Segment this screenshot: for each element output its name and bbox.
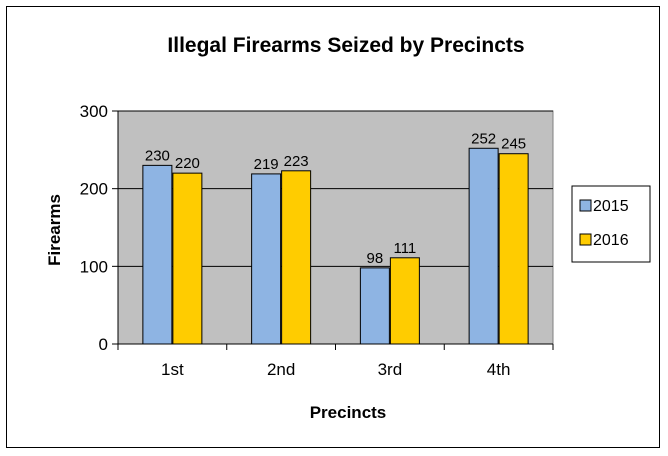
bar-2016-4th (498, 153, 529, 345)
bars (142, 147, 529, 345)
data-label: 252 (471, 130, 496, 147)
x-axis-title: Precincts (310, 403, 387, 422)
y-tick-label: 300 (80, 102, 108, 121)
legend-label-2015: 2015 (593, 198, 629, 215)
data-label: 220 (175, 155, 200, 172)
legend-label-2016: 2016 (593, 232, 629, 249)
y-tick-label: 100 (80, 257, 108, 276)
data-label: 245 (501, 136, 526, 153)
x-tick-label: 2nd (267, 360, 295, 379)
x-tick-label: 3rd (378, 360, 403, 379)
bar-2016-2nd (281, 170, 312, 345)
data-labels: 230 220 219 223 98 111 252 245 (145, 130, 526, 267)
data-label: 230 (145, 147, 170, 164)
x-tick-label: 4th (487, 360, 511, 379)
legend: 2015 2016 (571, 185, 651, 263)
bar-2015-2nd (251, 173, 282, 345)
data-label: 219 (254, 156, 279, 173)
legend-swatch-2015 (579, 199, 592, 212)
bar-2015-1st (142, 164, 173, 345)
bar-2016-3rd (389, 257, 420, 345)
chart-title: Illegal Firearms Seized by Precincts (167, 34, 524, 57)
data-label: 98 (367, 250, 384, 267)
y-tick-label: 200 (80, 180, 108, 199)
bar-2015-3rd (359, 267, 390, 345)
legend-swatch-2016 (579, 233, 592, 246)
data-label: 111 (393, 240, 416, 257)
data-label: 223 (284, 153, 309, 170)
y-axis-title: Firearms (45, 194, 64, 266)
bar-2015-4th (468, 147, 499, 345)
legend-box (571, 185, 651, 263)
x-tick-label: 1st (161, 360, 184, 379)
bar-2016-1st (172, 172, 203, 345)
x-axis-ticks: 1st 2nd 3rd 4th (117, 344, 554, 379)
y-tick-label: 0 (99, 335, 108, 354)
y-axis-ticks: 0 100 200 300 (80, 102, 118, 354)
